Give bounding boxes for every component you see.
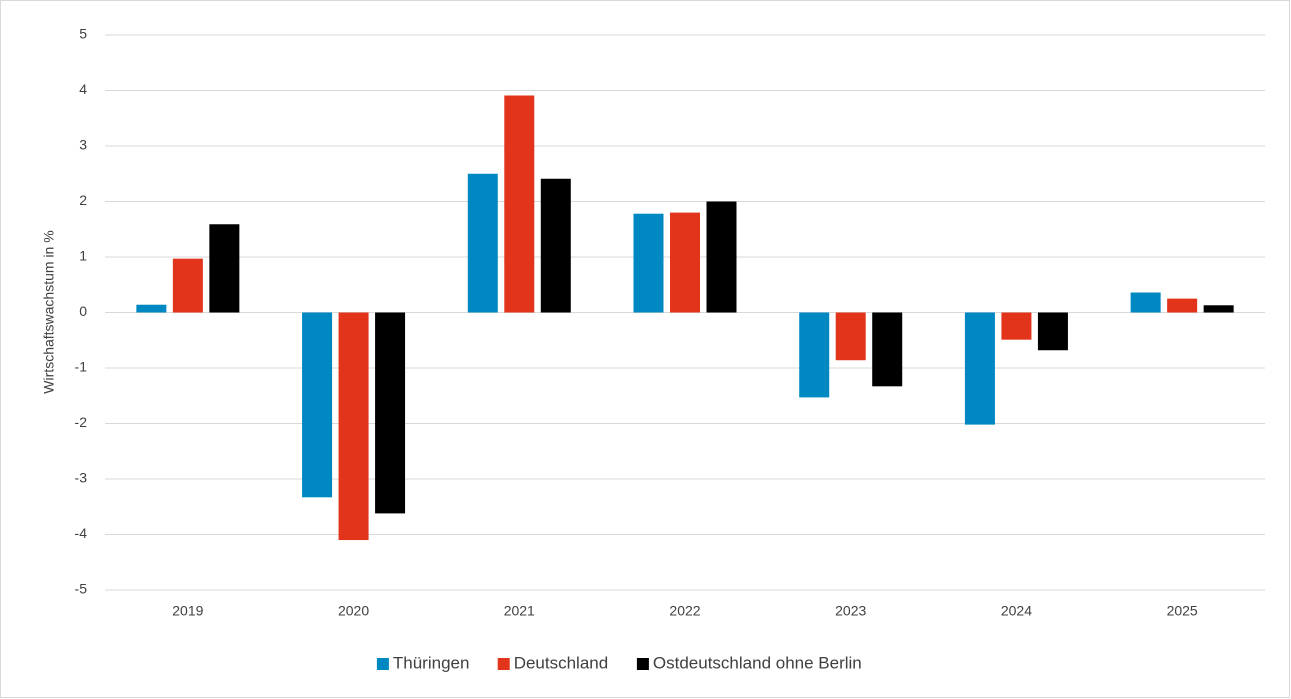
bar [964,312,995,425]
bar [670,212,700,313]
y-tick-label: 0 [79,303,87,319]
y-tick-label: -1 [75,359,88,375]
bar [540,178,571,313]
bar [504,95,535,313]
bar [1203,305,1234,313]
legend-text: Thüringen [393,653,470,672]
bar [1130,292,1161,313]
bar [1001,312,1032,340]
y-tick-label: -2 [75,414,88,430]
y-tick-label: 4 [79,81,87,97]
x-tick-label: 2020 [338,603,369,619]
y-tick-label: 5 [79,26,87,42]
bar [1167,298,1198,313]
legend-text: Ostdeutschland ohne Berlin [653,653,862,672]
x-tick-label: 2025 [1167,603,1198,619]
y-tick-label: -5 [75,581,88,597]
bar [338,312,369,541]
x-tick-label: 2023 [835,603,866,619]
y-tick-label: 2 [79,192,87,208]
x-tick-label: 2021 [504,603,535,619]
y-tick-label: 3 [79,137,87,153]
bar [375,312,406,514]
bar [835,312,866,361]
bar [1037,312,1068,351]
legend-swatch [497,658,510,670]
y-tick-label: -4 [75,525,88,541]
legend-swatch [376,658,389,670]
bar [706,201,737,313]
bar [872,312,903,387]
bar [136,304,167,313]
x-tick-label: 2024 [1001,603,1032,619]
bar [209,224,240,313]
y-axis-label: Wirtschaftswachstum in % [41,230,57,393]
bar [467,173,498,313]
x-tick-label: 2022 [669,603,700,619]
legend-text: Deutschland [514,653,609,672]
y-tick-label: 1 [79,248,87,264]
x-tick-label: 2019 [172,603,203,619]
bar [799,312,830,398]
bar [302,312,333,498]
y-tick-label: -3 [75,470,88,486]
legend-swatch [636,658,649,670]
bar [633,213,664,313]
bar [172,258,203,313]
